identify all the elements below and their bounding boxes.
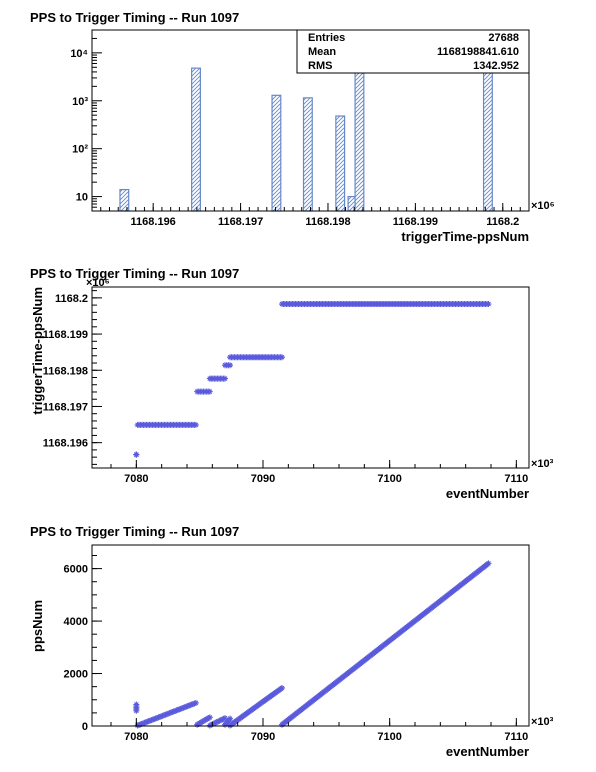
histogram-bar [271, 94, 282, 212]
histogram-bar [354, 70, 365, 212]
x-tick-label: 1168.197 [218, 216, 263, 228]
x-tick-label: 1168.196 [131, 216, 176, 228]
plot-frame [91, 286, 530, 469]
stats-frame [296, 29, 530, 74]
histogram-bar [191, 67, 201, 212]
x-tick-label: 7090 [251, 731, 275, 743]
y-tick-label: 10⁴ [70, 48, 88, 60]
stats-box: Entries 27688 Mean 1168198841.610 RMS 13… [296, 29, 530, 74]
x-axis-label: eventNumber [446, 486, 529, 501]
stats-entries-value: 27688 [488, 32, 519, 44]
chart-title: PPS to Trigger Timing -- Run 1097 [30, 266, 239, 281]
x-multiplier: ×10³ [531, 716, 554, 728]
scatter-point [227, 362, 234, 369]
plot-frame [91, 544, 530, 727]
histogram-bar [335, 115, 346, 212]
y-tick-label: 6000 [64, 564, 88, 576]
x-axis: 7080 7090 7100 7110 [110, 718, 528, 743]
scatter-point [206, 714, 213, 721]
scatter-point [485, 560, 492, 567]
y-axis: 10 10² 10³ 10⁴ [70, 29, 102, 212]
stats-mean-label: Mean [308, 46, 336, 58]
stats-rms-value: 1342.952 [473, 60, 519, 72]
x-tick-label: 7100 [377, 731, 401, 743]
y-tick-label: 1168.196 [43, 438, 88, 450]
x-tick-label: 7090 [251, 473, 275, 485]
scatter-point [133, 701, 140, 708]
x-axis-label: eventNumber [446, 744, 529, 759]
x-tick-label: 7110 [504, 731, 528, 743]
scatter-point [192, 421, 199, 428]
x-axis: 7080 7090 7100 7110 [110, 460, 528, 485]
y-tick-label: 4000 [64, 616, 88, 628]
scatter-point [222, 375, 228, 382]
scatter-point [192, 699, 199, 706]
x-tick-label: 7110 [504, 473, 528, 485]
y-tick-label: 10³ [72, 96, 88, 108]
y-tick-label: 1168.2 [55, 293, 88, 305]
x-tick-label: 1168.199 [393, 216, 438, 228]
scatter-point [133, 451, 140, 458]
stats-mean-value: 1168198841.610 [437, 46, 519, 58]
x-tick-label: 7080 [124, 731, 148, 743]
x-multiplier: ×10⁶ [531, 200, 555, 212]
scatter-panel-trigger: PPS to Trigger Timing -- Run 1097 7080 70… [30, 266, 554, 501]
y-tick-label: 10² [72, 144, 88, 156]
y-tick-label: 2000 [64, 669, 88, 681]
x-tick-label: 7100 [377, 473, 401, 485]
y-axis: 1168.196 1168.197 1168.198 1168.199 1168.2 [43, 290, 102, 465]
scatter-point [222, 715, 228, 722]
scatter-point [485, 301, 492, 308]
scatter-point [206, 388, 213, 395]
y-tick-label: 0 [82, 721, 88, 733]
scatter-point [279, 684, 285, 691]
x-tick-label: 7080 [124, 473, 148, 485]
y-tick-label: 1168.197 [43, 401, 88, 413]
x-tick-label: 1168.2 [486, 216, 519, 228]
y-tick-label: 10 [76, 192, 88, 204]
x-axis-label: triggerTime-ppsNum [401, 229, 529, 244]
x-tick-label: 1168.198 [305, 216, 350, 228]
y-axis: 0 2000 4000 6000 [64, 554, 102, 733]
scatter-panel-pps: PPS to Trigger Timing -- Run 1097 7080 70… [30, 524, 554, 759]
x-multiplier: ×10³ [531, 458, 554, 470]
scatter-point [279, 354, 285, 361]
chart-title: PPS to Trigger Timing -- Run 1097 [30, 10, 239, 25]
scatter-points [133, 560, 492, 729]
scatter-points [133, 301, 492, 458]
y-tick-label: 1168.198 [43, 365, 88, 377]
histogram-bar [302, 97, 313, 212]
y-axis-label: ppsNum [30, 600, 45, 652]
stats-rms-label: RMS [308, 60, 332, 72]
x-axis: 1168.196 1168.197 1168.198 1168.199 1168.2 [100, 203, 530, 228]
y-multiplier: ×10⁶ [86, 277, 110, 289]
y-axis-label: triggerTime-ppsNum [30, 287, 45, 415]
y-tick-label: 1168.199 [43, 329, 88, 341]
scatter-point [227, 715, 234, 722]
histogram-panel: PPS to Trigger Timing -- Run 1097 1168.1… [30, 10, 555, 244]
chart-title: PPS to Trigger Timing -- Run 1097 [30, 524, 239, 539]
stats-entries-label: Entries [308, 32, 345, 44]
